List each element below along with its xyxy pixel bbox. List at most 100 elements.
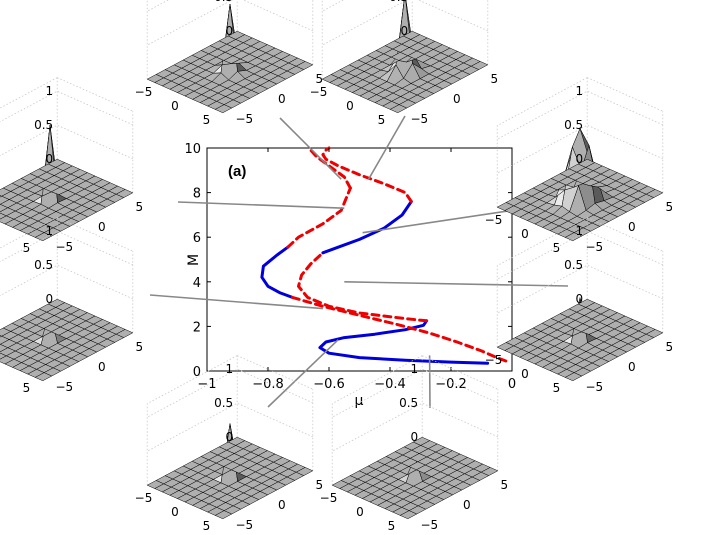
inset-y-tick-label: −5 — [310, 85, 328, 99]
inset-grid-line — [332, 368, 498, 418]
inset-y-tick-label: −5 — [485, 353, 503, 367]
inset-x-tick-label: 0 — [278, 498, 286, 512]
inset-x-tick-label: 0 — [628, 220, 636, 234]
inset-x-tick-label: 0 — [98, 220, 106, 234]
inset-z-tick-label: 0 — [401, 24, 409, 38]
inset-z-tick-label: 1 — [576, 84, 584, 98]
inset-y-tick-label: 5 — [203, 519, 211, 533]
connector-line — [279, 117, 342, 180]
inset-y-tick-label: 5 — [23, 381, 31, 395]
connector-line — [362, 207, 529, 234]
inset-z-tick-label: 1 — [46, 84, 54, 98]
inset-y-tick-label: 0 — [521, 227, 529, 241]
solution-profile-inset-lower-right: 1 0.5 0 5 0 −5 −5 0 5 — [485, 217, 673, 395]
inset-z-tick-label: 1 — [411, 362, 419, 376]
panel-label: (a) — [228, 163, 246, 180]
inset-grid-line — [497, 124, 663, 174]
inset-x-tick-label: −5 — [410, 112, 428, 126]
inset-x-tick-label: −5 — [585, 240, 603, 254]
inset-surface-cell — [645, 329, 664, 338]
x-tick-label: −0.2 — [435, 377, 467, 392]
inset-x-tick-label: 5 — [135, 200, 143, 214]
inset-z-tick-label: 0.5 — [214, 0, 233, 4]
bifurcation-curves — [260, 146, 508, 365]
inset-x-tick-label: 0 — [628, 360, 636, 374]
x-tick-label: −0.6 — [313, 377, 345, 392]
solution-profile-inset-lower-left: 1 0.5 0 5 0 −5 −5 0 5 — [0, 217, 143, 395]
inset-x-tick-label: −5 — [585, 380, 603, 394]
inset-grid-line — [147, 0, 313, 46]
inset-y-tick-label: 5 — [203, 113, 211, 127]
inset-x-tick-label: 0 — [463, 498, 471, 512]
inset-surface-cell — [295, 467, 314, 476]
inset-y-tick-label: −5 — [320, 491, 338, 505]
inset-grid-line — [0, 90, 133, 126]
inset-y-tick-label: 0 — [171, 505, 179, 519]
connector-line — [344, 281, 569, 287]
inset-y-tick-label: 5 — [23, 241, 31, 255]
x-tick-label: −0.4 — [374, 377, 406, 392]
y-tick-label: 2 — [193, 320, 201, 335]
inset-y-tick-label: 0 — [171, 99, 179, 113]
inset-x-tick-label: 5 — [315, 478, 323, 492]
y-axis-label: M — [186, 254, 202, 266]
inset-surface-cell — [645, 189, 664, 198]
inset-x-tick-label: −5 — [235, 518, 253, 532]
inset-x-tick-label: −5 — [420, 518, 438, 532]
inset-z-tick-label: 0 — [226, 430, 234, 444]
inset-z-tick-label: 0 — [576, 292, 584, 306]
inset-z-tick-label: 0.5 — [389, 0, 408, 4]
x-tick-label: 0 — [508, 377, 516, 392]
y-tick-label: 4 — [193, 276, 201, 291]
inset-y-tick-label: −5 — [485, 213, 503, 227]
inset-x-tick-label: −5 — [235, 112, 253, 126]
series-3-unstable-branch — [321, 146, 413, 203]
x-axis-label: μ — [355, 393, 364, 409]
inset-z-tick-label: 1 — [576, 224, 584, 238]
inset-x-tick-label: 5 — [665, 340, 673, 354]
inset-grid-line — [322, 0, 488, 46]
inset-y-tick-label: 5 — [553, 241, 561, 255]
inset-y-tick-label: 5 — [553, 381, 561, 395]
solution-profile-inset-bottom-right: 1 0.5 0 5 0 −5 −5 0 5 — [320, 355, 508, 533]
inset-z-tick-label: 0 — [226, 24, 234, 38]
inset-grid-line — [497, 264, 663, 314]
inset-y-tick-label: −5 — [135, 491, 153, 505]
inset-z-tick-label: 0.5 — [34, 118, 53, 132]
inset-z-tick-label: 0.5 — [34, 258, 53, 272]
inset-grid-line — [497, 90, 663, 140]
inset-z-tick-label: 0.5 — [564, 258, 583, 272]
inset-x-tick-label: 5 — [490, 72, 498, 86]
inset-x-tick-label: −5 — [55, 380, 73, 394]
inset-z-tick-label: 0.5 — [564, 118, 583, 132]
inset-z-tick-label: 0 — [46, 152, 54, 166]
connector-line — [267, 339, 339, 408]
inset-z-tick-label: 1 — [46, 224, 54, 238]
connector-line — [367, 115, 406, 180]
inset-x-tick-label: 5 — [135, 340, 143, 354]
inset-surface-cell — [470, 61, 489, 70]
solution-profile-inset-bottom-left: 1 0.5 0 5 0 −5 −5 0 5 — [135, 355, 323, 533]
series-4-stable-branch — [260, 245, 294, 299]
inset-x-tick-label: 5 — [315, 72, 323, 86]
solution-profile-insets: 10.5050−5−50510.5050−5−50510.5050−5−5051… — [0, 0, 673, 533]
inset-grid-line — [0, 230, 133, 266]
connector-line — [149, 294, 323, 310]
y-tick-label: 8 — [193, 187, 201, 202]
series-2-stable-branch — [321, 200, 413, 255]
inset-x-tick-label: −5 — [55, 240, 73, 254]
inset-grid-line — [332, 402, 498, 452]
inset-y-tick-label: −5 — [135, 85, 153, 99]
y-tick-label: 10 — [184, 142, 201, 157]
inset-grid-line — [497, 230, 663, 280]
inset-z-tick-label: 0 — [46, 292, 54, 306]
inset-x-tick-label: 5 — [665, 200, 673, 214]
inset-x-tick-label: 0 — [453, 92, 461, 106]
inset-surface-cell — [115, 189, 134, 198]
inset-x-tick-label: 0 — [98, 360, 106, 374]
inset-z-tick-label: 0.5 — [399, 396, 418, 410]
y-tick-label: 0 — [193, 365, 201, 380]
